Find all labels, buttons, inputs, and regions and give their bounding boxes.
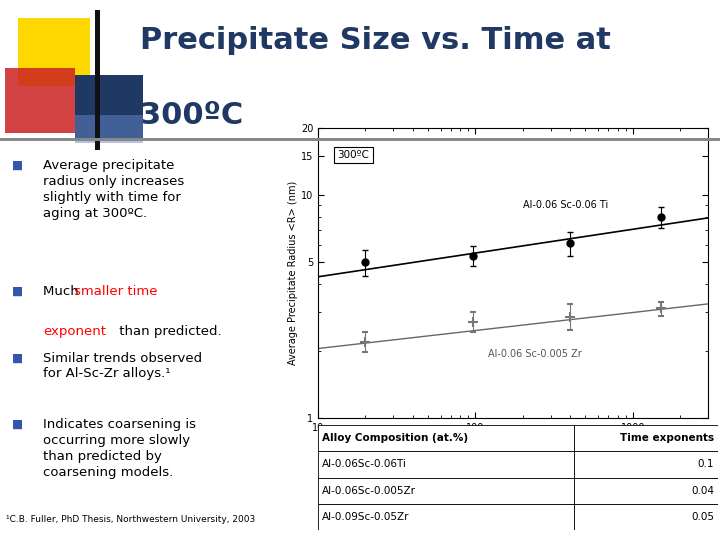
Text: ■: ■ (12, 352, 24, 365)
Text: 300ºC: 300ºC (140, 102, 243, 131)
Text: Time exponents: Time exponents (620, 433, 714, 443)
Text: Similar trends observed
for Al-Sc-Zr alloys.¹: Similar trends observed for Al-Sc-Zr all… (43, 352, 202, 381)
FancyBboxPatch shape (574, 451, 718, 477)
Text: Al-0.06Sc-0.06Ti: Al-0.06Sc-0.06Ti (322, 460, 407, 469)
Text: 300ºC: 300ºC (338, 150, 369, 160)
FancyBboxPatch shape (318, 451, 574, 477)
FancyBboxPatch shape (574, 504, 718, 530)
Text: 0.1: 0.1 (698, 460, 714, 469)
Text: ¹C.B. Fuller, PhD Thesis, Northwestern University, 2003: ¹C.B. Fuller, PhD Thesis, Northwestern U… (6, 515, 256, 523)
Y-axis label: Average Precipitate Radius <R> (nm): Average Precipitate Radius <R> (nm) (288, 181, 298, 365)
FancyBboxPatch shape (574, 425, 718, 451)
Text: Al-0.06 Sc-0.06 Ti: Al-0.06 Sc-0.06 Ti (523, 200, 608, 210)
Text: Precipitate Size vs. Time at: Precipitate Size vs. Time at (140, 26, 611, 55)
Text: Average precipitate
radius only increases
slightly with time for
aging at 300ºC.: Average precipitate radius only increase… (43, 159, 184, 220)
Text: Indicates coarsening is
occurring more slowly
than predicted by
coarsening model: Indicates coarsening is occurring more s… (43, 418, 197, 479)
Text: exponent: exponent (43, 325, 107, 338)
Text: Al-0.06 Sc-0.005 Zr: Al-0.06 Sc-0.005 Zr (488, 348, 582, 359)
Text: Al-0.09Sc-0.05Zr: Al-0.09Sc-0.05Zr (322, 512, 410, 522)
Text: smaller time: smaller time (74, 285, 158, 298)
FancyBboxPatch shape (318, 425, 574, 451)
Text: 0.05: 0.05 (691, 512, 714, 522)
FancyBboxPatch shape (318, 477, 574, 504)
Text: than predicted.: than predicted. (114, 325, 221, 338)
X-axis label: Aging Time (h): Aging Time (h) (472, 438, 554, 448)
Text: ■: ■ (12, 285, 24, 298)
Text: ■: ■ (12, 159, 24, 172)
FancyBboxPatch shape (574, 477, 718, 504)
Text: Al-0.06Sc-0.005Zr: Al-0.06Sc-0.005Zr (322, 485, 416, 496)
Text: ■: ■ (12, 418, 24, 431)
Text: 0.04: 0.04 (691, 485, 714, 496)
Text: Alloy Composition (at.%): Alloy Composition (at.%) (322, 433, 468, 443)
Text: Much: Much (43, 285, 84, 298)
FancyBboxPatch shape (318, 504, 574, 530)
